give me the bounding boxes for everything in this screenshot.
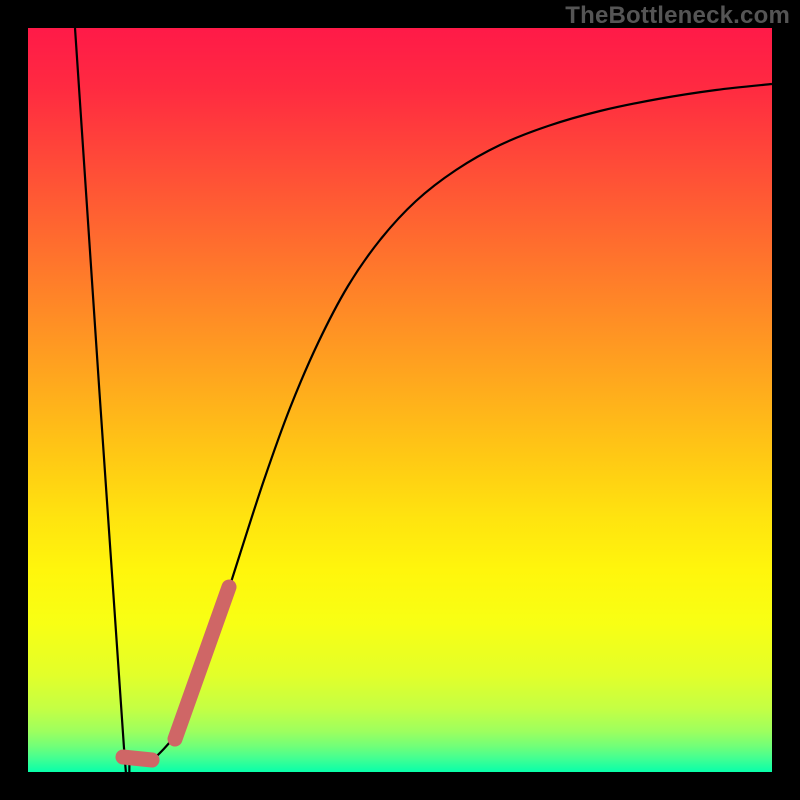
plot-area — [28, 28, 772, 772]
background-gradient — [28, 28, 772, 772]
chart-svg — [28, 28, 772, 772]
chart-frame: TheBottleneck.com — [0, 0, 800, 800]
watermark-text: TheBottleneck.com — [565, 2, 790, 30]
highlight-segment-0 — [123, 757, 152, 760]
